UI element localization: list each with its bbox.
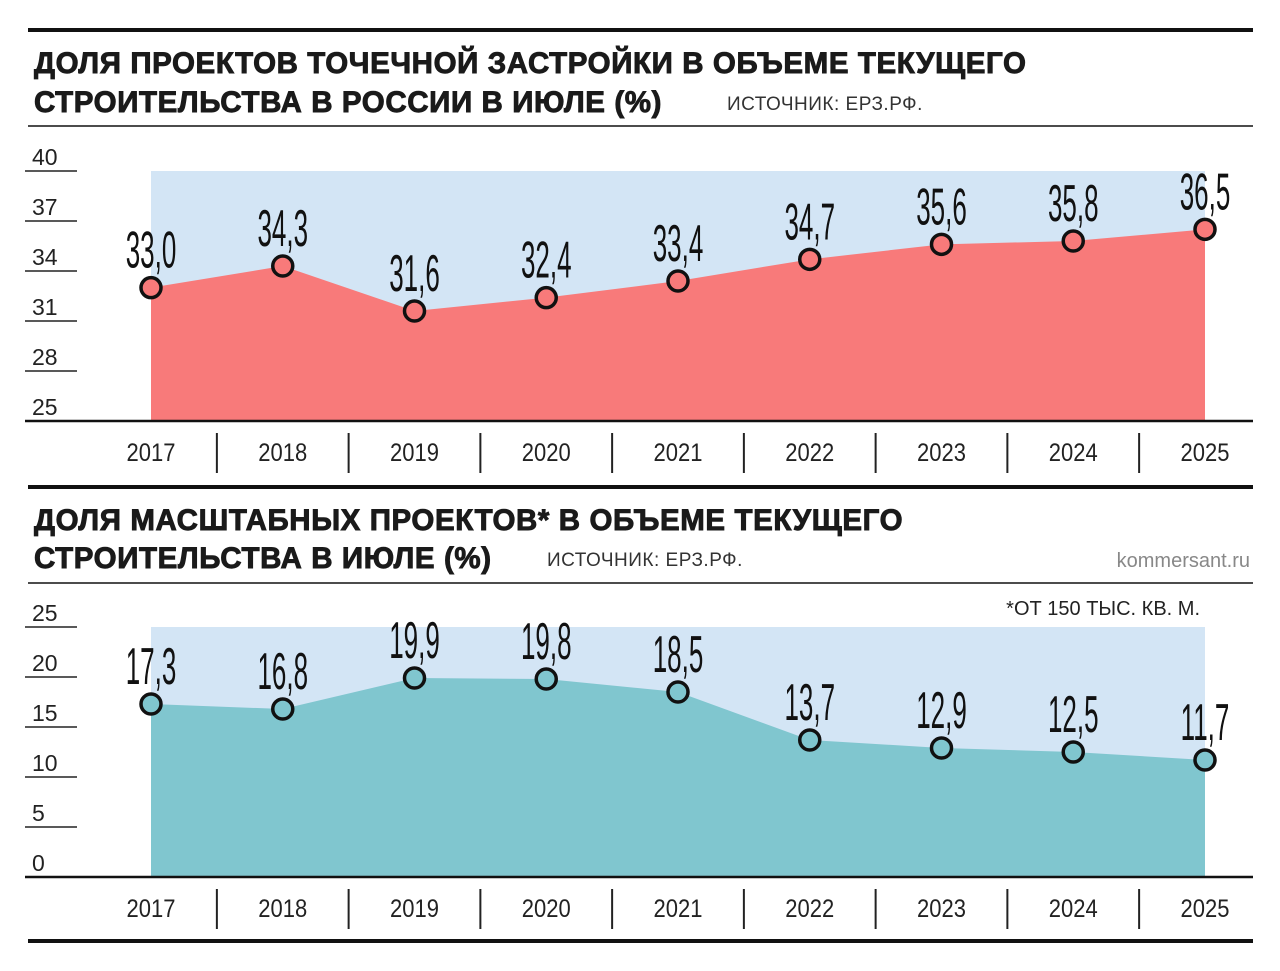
data-point bbox=[666, 269, 690, 293]
data-label: 19,8 bbox=[521, 612, 572, 670]
brand-label: kommersant.ru bbox=[1117, 550, 1250, 572]
data-label: 12,9 bbox=[916, 681, 967, 739]
x-tick-label: 2025 bbox=[1181, 439, 1230, 467]
y-tick-label: 20 bbox=[32, 650, 58, 676]
data-point bbox=[139, 692, 163, 716]
chart2-footnote: *ОТ 150 ТЫС. КВ. М. bbox=[1006, 598, 1200, 620]
chart2-source: ИСТОЧНИК: ЕРЗ.РФ. bbox=[547, 550, 743, 571]
x-tick-label: 2024 bbox=[1049, 895, 1098, 923]
x-tick-label: 2017 bbox=[127, 439, 176, 467]
data-label: 33,4 bbox=[653, 214, 704, 272]
x-tick-label: 2018 bbox=[258, 439, 307, 467]
data-point bbox=[929, 736, 954, 760]
y-tick-label: 10 bbox=[32, 750, 58, 776]
data-label: 33,0 bbox=[126, 221, 177, 279]
series-area bbox=[151, 678, 1205, 877]
x-tick-label: 2019 bbox=[390, 439, 439, 467]
x-tick-label: 2018 bbox=[258, 895, 307, 923]
chart1-title-line1: ДОЛЯ ПРОЕКТОВ ТОЧЕЧНОЙ ЗАСТРОЙКИ В ОБЪЕМ… bbox=[34, 46, 1027, 80]
y-tick-label: 34 bbox=[32, 244, 58, 270]
y-tick-label: 40 bbox=[32, 144, 58, 170]
data-label: 31,6 bbox=[389, 244, 440, 302]
y-tick-label: 5 bbox=[32, 800, 45, 826]
chart1-source: ИСТОЧНИК: ЕРЗ.РФ. bbox=[727, 94, 923, 115]
chart1-title-line2: СТРОИТЕЛЬСТВА В РОССИИ В ИЮЛЕ (%) bbox=[34, 86, 662, 119]
data-label: 13,7 bbox=[784, 673, 835, 731]
data-point bbox=[798, 247, 822, 272]
series-area bbox=[151, 229, 1205, 421]
x-tick-label: 2020 bbox=[522, 895, 571, 923]
data-point bbox=[798, 728, 822, 752]
data-point bbox=[534, 285, 558, 310]
data-label: 11,7 bbox=[1181, 693, 1230, 751]
data-point bbox=[139, 275, 163, 300]
y-tick-label: 25 bbox=[32, 600, 58, 626]
data-point bbox=[929, 232, 954, 257]
data-label: 34,7 bbox=[784, 193, 835, 251]
x-tick-label: 2021 bbox=[654, 439, 703, 467]
chart1-plot: 25 28 31 34 37 40 2017 2018 2019 2020 2021 2022 2023… bbox=[25, 144, 1253, 473]
y-tick-label: 31 bbox=[32, 294, 58, 320]
x-tick-label: 2019 bbox=[390, 895, 439, 923]
chart2-title-line2: СТРОИТЕЛЬСТВА В ИЮЛЕ (%) bbox=[34, 542, 492, 575]
data-label: 19,9 bbox=[389, 611, 440, 669]
x-tick-label: 2022 bbox=[785, 439, 834, 467]
x-tick-label: 2017 bbox=[127, 895, 176, 923]
y-tick-label: 15 bbox=[32, 700, 58, 726]
y-tick-label: 37 bbox=[32, 194, 58, 220]
x-tick-label: 2023 bbox=[917, 895, 966, 923]
y-tick-label: 28 bbox=[32, 344, 58, 370]
chart2-title-line1: ДОЛЯ МАСШТАБНЫХ ПРОЕКТОВ* В ОБЪЕМЕ ТЕКУЩ… bbox=[34, 504, 903, 537]
data-point bbox=[402, 299, 427, 323]
data-point bbox=[271, 254, 295, 278]
data-point bbox=[1193, 748, 1217, 772]
x-tick-label: 2021 bbox=[654, 895, 703, 923]
data-point bbox=[1061, 740, 1085, 764]
data-label: 16,8 bbox=[257, 642, 308, 700]
x-tick-label: 2022 bbox=[785, 895, 834, 923]
y-tick-label: 25 bbox=[32, 394, 58, 420]
x-tick-label: 2025 bbox=[1181, 895, 1230, 923]
y-tick-label: 0 bbox=[32, 850, 45, 876]
data-label: 34,3 bbox=[257, 199, 308, 257]
data-point bbox=[1061, 229, 1085, 253]
data-label: 35,6 bbox=[916, 178, 967, 236]
data-label: 35,8 bbox=[1048, 174, 1099, 232]
data-label: 36,5 bbox=[1180, 163, 1231, 221]
data-point bbox=[666, 680, 690, 704]
data-point bbox=[1193, 217, 1217, 242]
data-point bbox=[534, 667, 558, 691]
data-label: 32,4 bbox=[521, 231, 572, 289]
data-point bbox=[402, 666, 427, 690]
data-label: 12,5 bbox=[1048, 685, 1099, 743]
data-label: 17,3 bbox=[126, 637, 177, 695]
x-tick-label: 2024 bbox=[1049, 439, 1098, 467]
x-tick-label: 2020 bbox=[522, 439, 571, 467]
data-label: 18,5 bbox=[653, 625, 704, 683]
data-point bbox=[271, 697, 295, 721]
x-tick-label: 2023 bbox=[917, 439, 966, 467]
